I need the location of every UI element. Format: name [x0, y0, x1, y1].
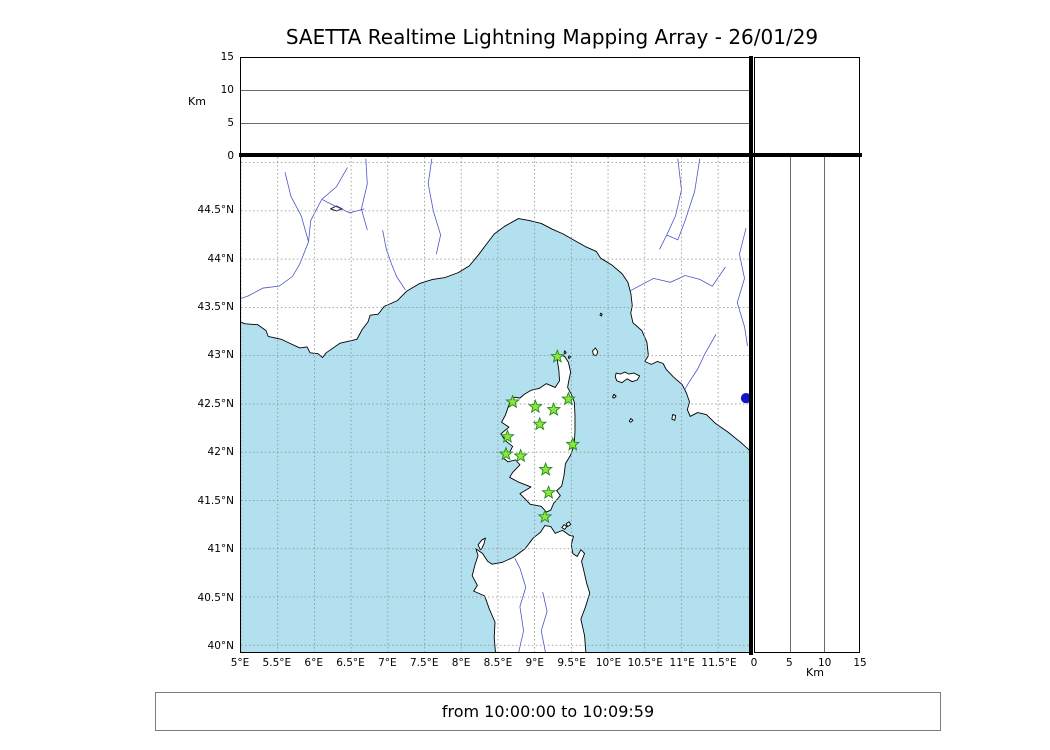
panel-divider-horizontal	[239, 153, 862, 157]
lma-station-marker	[500, 429, 515, 443]
river	[241, 167, 348, 299]
lon-tick-label: 6°E	[304, 657, 323, 669]
lon-tick-label: 6.5°E	[336, 657, 365, 669]
coastline-maddalena_1	[561, 524, 568, 530]
river	[666, 158, 701, 241]
status-text: from 10:00:00 to 10:09:59	[441, 702, 655, 721]
lat-tick-label: 44.5°N	[197, 203, 234, 216]
lon-tick-label: 7°E	[378, 657, 397, 669]
lma-station-marker	[505, 394, 521, 409]
alt-right-tick-label: 10	[817, 657, 832, 669]
map-panel	[240, 156, 751, 653]
lon-tick-label: 11°E	[669, 657, 695, 669]
alt-right-axis-label: Km	[806, 666, 824, 679]
map-canvas	[241, 157, 750, 652]
panel-divider-vertical	[749, 56, 753, 655]
lma-stations	[498, 348, 581, 524]
lon-tick-label: 8.5°E	[483, 657, 513, 669]
coastline-giglio	[671, 414, 677, 421]
alt-right-grid-line	[789, 157, 791, 652]
lon-tick-label: 9.5°E	[557, 657, 586, 669]
lat-tick-label: 41.5°N	[197, 494, 234, 507]
river	[736, 228, 748, 347]
river	[361, 158, 368, 231]
lma-station-marker	[538, 461, 553, 476]
lat-tick-label: 43.5°N	[197, 300, 234, 313]
lma-station-marker	[565, 436, 581, 451]
alt-top-tick-label: 0	[227, 149, 234, 162]
lat-tick-label: 40.5°N	[197, 591, 234, 604]
landmasses	[241, 157, 750, 652]
river	[284, 172, 309, 242]
lat-tick-label: 41°N	[207, 543, 234, 556]
lat-tick-label: 43°N	[207, 349, 234, 362]
alt-right-tick-label: 5	[785, 657, 793, 669]
alt-top-tick-label: 15	[220, 50, 234, 63]
lma-station-marker	[541, 484, 557, 499]
coastline-gorgona	[599, 312, 603, 317]
river	[659, 158, 682, 250]
coastline-maddalena_2	[565, 521, 572, 527]
coastline-giraglia	[563, 350, 567, 355]
alt-right-tick-label: 0	[750, 657, 758, 669]
alt-top-grid-line	[241, 90, 750, 92]
lon-tick-label: 10°E	[595, 657, 622, 669]
lma-station-marker	[561, 391, 576, 406]
alt-top-tick-label: 10	[220, 83, 234, 96]
coastline-finocchiarola	[567, 355, 572, 360]
lma-station-marker	[498, 446, 514, 461]
lon-tick-label: 8°E	[451, 657, 471, 669]
lma-station-marker	[549, 348, 565, 363]
altitude-panel-right	[754, 156, 860, 653]
corner-panel	[754, 57, 860, 156]
coastline-corsica	[500, 354, 576, 513]
lon-tick-label: 5°E	[230, 657, 250, 669]
alt-right-grid-line	[824, 157, 826, 652]
lma-station-marker	[546, 401, 562, 416]
river	[514, 558, 527, 652]
lma-station-marker	[513, 448, 529, 463]
figure-title: SAETTA Realtime Lightning Mapping Array …	[285, 25, 819, 49]
river	[382, 230, 406, 291]
lon-tick-label: 10.5°E	[627, 657, 663, 669]
river	[629, 266, 726, 292]
alt-top-axis-label: Km	[188, 95, 206, 108]
lat-tick-label: 42°N	[207, 446, 234, 459]
river	[540, 592, 548, 652]
coastline-serre_poncon_lake	[330, 205, 343, 212]
status-bar: from 10:00:00 to 10:09:59	[155, 692, 941, 731]
lat-tick-label: 44°N	[207, 252, 234, 265]
coastline-mainland	[241, 157, 750, 452]
coastline-montecristo	[628, 417, 634, 423]
coastline-pianosa	[611, 393, 617, 399]
altitude-panel-top	[240, 57, 751, 156]
lma-station-marker	[527, 399, 543, 414]
alt-top-grid-line	[241, 122, 750, 124]
lon-tick-label: 11.5°E	[701, 657, 737, 669]
lma-station-marker	[532, 416, 548, 431]
lat-tick-label: 42.5°N	[197, 397, 234, 410]
detection-dot	[740, 392, 750, 404]
coastline-sardinia	[471, 525, 591, 652]
lon-tick-label: 7.5°E	[409, 657, 439, 669]
river	[684, 334, 717, 391]
coastline-elba	[614, 371, 641, 384]
lat-tick-label: 40°N	[207, 639, 234, 652]
lma-station-marker	[537, 509, 553, 524]
lon-tick-label: 5.5°E	[262, 657, 292, 669]
lon-tick-label: 9°E	[525, 657, 545, 669]
alt-top-tick-label: 5	[227, 116, 234, 129]
alt-right-tick-label: 15	[853, 657, 867, 669]
coastline-asinara	[477, 537, 486, 551]
